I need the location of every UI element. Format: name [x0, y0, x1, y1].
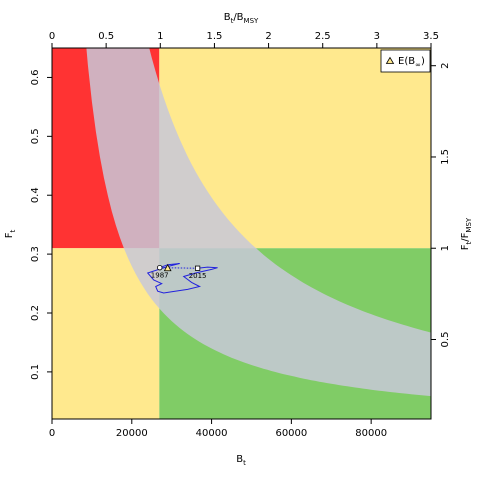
trajectory-layer: 1987 2015 [146, 263, 218, 294]
legend: E(B∞) [380, 49, 431, 73]
y-left-tick-label: 0.5 [30, 128, 41, 144]
y-axis-right-title: Ft/FMSY [460, 217, 473, 250]
trajectory-last-year: 2015 [189, 272, 207, 280]
y-left-tick-label: 0.3 [30, 246, 41, 262]
x-bottom-tick-label: 60000 [275, 428, 307, 439]
trajectory-start-point [157, 264, 163, 271]
y-axis-right: 0.5 1 1.5 2 [431, 63, 451, 348]
legend-label: E(B∞) [398, 56, 425, 69]
x-top-tick-label: 3.5 [423, 31, 439, 42]
y-right-tick-label: 2 [440, 63, 451, 69]
y-left-tick-label: 0.6 [30, 69, 41, 85]
x-bottom-tick-label: 20000 [116, 428, 148, 439]
msy-band [86, 48, 431, 397]
msy-band-layer [86, 48, 431, 397]
y-left-tick-label: 0.4 [30, 187, 41, 203]
x-bottom-tick-label: 0 [49, 428, 55, 439]
y-right-tick-label: 1 [440, 245, 451, 251]
x-top-tick-label: 1.5 [206, 31, 222, 42]
y-right-tick-label: 1.5 [440, 149, 451, 165]
x-top-tick-label: 2 [265, 31, 271, 42]
plot-frame [51, 47, 432, 420]
x-top-tick-label: 1 [157, 31, 163, 42]
trajectory-line [146, 263, 218, 294]
y-left-tick-label: 0.2 [30, 305, 41, 321]
trajectory-first-year: 1987 [151, 272, 169, 280]
x-axis-bottom: 0 20000 40000 60000 80000 [49, 419, 387, 439]
y-axis-left: 0.1 0.2 0.3 0.4 0.5 0.6 [30, 69, 52, 380]
x-top-tick-label: 0 [49, 31, 55, 42]
equilibrium-point [163, 263, 172, 272]
y-right-tick-label: 0.5 [440, 332, 451, 348]
x-bottom-tick-label: 40000 [196, 428, 228, 439]
x-top-tick-label: 0.5 [98, 31, 114, 42]
y-left-tick-label: 0.1 [30, 364, 41, 380]
x-axis-top: 0 0.5 1 1.5 2 2.5 3 3.5 [49, 31, 439, 48]
legend-triangle-icon [385, 56, 395, 64]
x-axis-bottom-title: Bt [236, 454, 246, 467]
x-top-tick-label: 3 [374, 31, 380, 42]
x-axis-top-title: Bt/BMSY [224, 12, 259, 25]
legend-box [380, 49, 431, 73]
y-axis-left-title: Ft [4, 229, 17, 238]
trajectory-end-point [195, 265, 201, 271]
x-bottom-tick-label: 80000 [355, 428, 387, 439]
x-top-tick-label: 2.5 [315, 31, 331, 42]
